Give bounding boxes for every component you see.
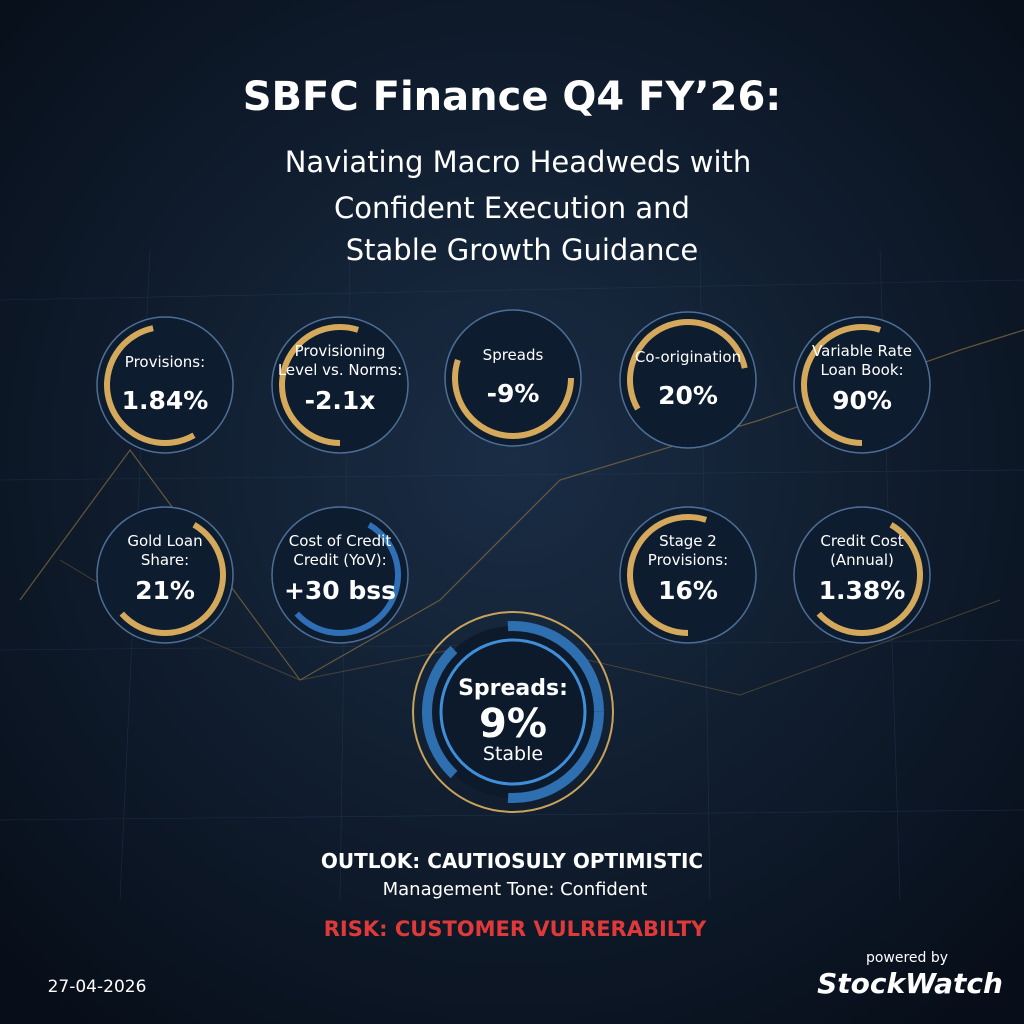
metric-ring — [271, 506, 409, 644]
metric-value: -2.1x — [305, 386, 376, 415]
metric-label: Share: — [141, 551, 189, 569]
metric-ring — [96, 506, 234, 644]
metric-label: (Annual) — [830, 551, 894, 569]
metric-arc — [104, 514, 226, 636]
metric-label: Credit Cost — [820, 532, 903, 550]
subtitle-line: Stable Growth Guidance — [346, 233, 699, 267]
metric-arc — [627, 514, 749, 636]
metric-ring — [793, 506, 931, 644]
outlook-title: OUTLOK: CAUTIOSULY OPTIMISTIC — [321, 849, 703, 873]
metric-ring — [96, 316, 234, 454]
metric-label: Credit (YoV): — [293, 551, 386, 569]
date: 27-04-2026 — [48, 977, 147, 997]
metric-label: Variable Rate — [812, 342, 912, 360]
metric-value: 90% — [832, 386, 892, 415]
metric-label: Stage 2 — [659, 532, 717, 550]
metric-label: Level vs. Norms: — [278, 361, 402, 379]
metric-arc — [801, 514, 923, 636]
powered-by: powered by — [866, 950, 948, 966]
metric-label: Loan Book: — [820, 361, 903, 379]
metric-label: Gold Loan — [127, 532, 202, 550]
metric-value: 1.38% — [819, 576, 906, 605]
metric-value: 1.84% — [122, 386, 209, 415]
metric-arc — [104, 324, 226, 446]
metric-arc — [627, 319, 750, 441]
outlook-tone: Management Tone: Confident — [383, 879, 648, 900]
metric-label: Co-origination — [635, 348, 741, 366]
metric-ring — [793, 316, 931, 454]
metric-arc — [452, 317, 574, 439]
metric-arc — [279, 324, 401, 446]
highlight-label: Spreads: — [458, 676, 568, 701]
metric-value: 16% — [658, 576, 718, 605]
metric-ring — [619, 506, 757, 644]
metric-value: -9% — [487, 379, 540, 408]
metric-label: Spreads — [483, 346, 544, 364]
highlight-value: 9% — [479, 701, 547, 747]
highlight-note: Stable — [483, 743, 543, 765]
metric-ring — [271, 316, 409, 454]
metric-arc — [279, 514, 401, 636]
brand: StockWatch — [817, 967, 1003, 1000]
risk: RISK: CUSTOMER VULRERABILTY — [324, 917, 707, 941]
metric-label: Provisions: — [648, 551, 728, 569]
title: SBFC Finance Q4 FY’26: — [243, 74, 782, 120]
metric-label: Cost of Credit — [289, 532, 392, 550]
metric-label: Provisions: — [125, 353, 205, 371]
metric-value: +30 bss — [284, 576, 396, 605]
metric-value: 21% — [135, 576, 195, 605]
metric-ring — [444, 309, 582, 447]
subtitle-line: Confident Execution and — [334, 191, 690, 225]
subtitle-line: Naviating Macro Headweds with — [285, 145, 752, 179]
highlight-dial: Spreads: 9% Stable — [412, 611, 614, 813]
metric-arc — [801, 324, 923, 446]
metric-value: 20% — [658, 381, 718, 410]
metric-label: Provisioning — [295, 342, 386, 360]
metric-ring — [619, 311, 757, 449]
